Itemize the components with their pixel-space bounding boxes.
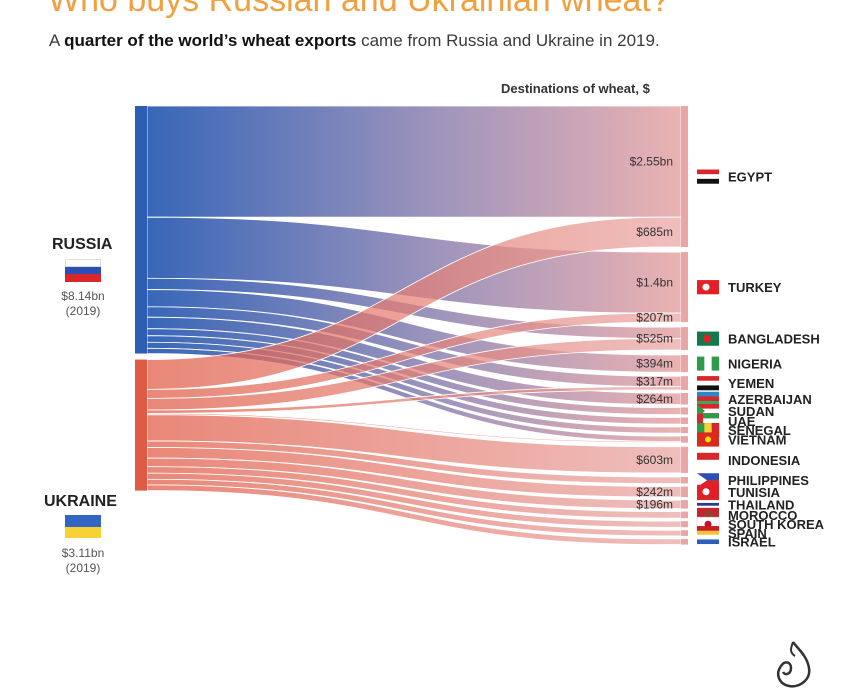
destination-label-indonesia: INDONESIA: [728, 453, 801, 468]
destination-node-egypt: [681, 106, 688, 248]
destination-node-senegal: [681, 427, 688, 434]
flow-link-ukraine-south-korea: [146, 472, 682, 528]
flag-senegal-icon: [697, 423, 720, 438]
destination-label-israel: ISRAEL: [728, 535, 776, 550]
source-node-ukraine: [135, 359, 147, 491]
flow-value-label: $317m: [636, 374, 673, 388]
destination-label-turkey: TURKEY: [728, 280, 782, 295]
flag-tunisia-icon: [697, 484, 719, 499]
sankey-links: [146, 105, 682, 545]
destination-node-morocco: [681, 511, 688, 519]
flow-link-russia-egypt: [146, 105, 682, 218]
subtitle-prefix: A: [49, 31, 60, 50]
destination-label-south-korea: SOUTH KOREA: [728, 517, 825, 532]
destination-label-morocco: MOROCCO: [728, 508, 797, 523]
chart-subtitle: A quarter of the world’s wheat exports c…: [49, 31, 660, 51]
destination-label-nigeria: NIGERIA: [728, 357, 783, 372]
subtitle-suffix: came from Russia and Ukraine in 2019.: [361, 31, 660, 50]
destination-label-thailand: THAILAND: [728, 497, 794, 512]
destination-node-south-korea: [681, 521, 688, 528]
flow-link-ukraine-yemen: [146, 386, 682, 414]
destination-label-yemen: YEMEN: [728, 376, 774, 391]
flow-value-label: $2.55bn: [630, 155, 673, 169]
flag-azerbaijan-icon: [697, 391, 719, 406]
destination-node-indonesia: [681, 446, 688, 473]
flag-yemen-icon: [697, 376, 719, 391]
flow-value-label: $207m: [636, 311, 673, 325]
destination-node-tunisia: [681, 486, 688, 498]
broadcaster-logo-icon: [777, 641, 811, 688]
destination-node-sudan: [681, 407, 688, 415]
source-year-ukraine: (2019): [65, 561, 101, 575]
flow-link-ukraine-thailand: [146, 457, 682, 509]
destination-label-philippines: PHILIPPINES: [728, 473, 809, 488]
destination-label-spain: SPAIN: [728, 526, 767, 541]
destination-label-egypt: EGYPT: [728, 170, 772, 185]
flow-link-ukraine-israel: [146, 484, 682, 545]
destination-node-nigeria: [681, 355, 688, 373]
flag-bangladesh-icon: [697, 331, 719, 346]
source-label-ukraine: UKRAINE: [44, 493, 117, 510]
sankey-labels: $2.55bn $685m $1.4bn $207m $525m $394m $317m $2…: [630, 155, 825, 550]
destination-label-bangladesh: BANGLADESH: [728, 332, 820, 347]
subtitle-bold: quarter of the world’s wheat exports: [64, 31, 357, 50]
russia-flag-stripe-red: [65, 274, 101, 282]
flag-vietnam-icon: [697, 432, 719, 447]
ukraine-flag-icon: [65, 515, 101, 538]
flow-value-label: $394m: [636, 357, 673, 371]
flow-value-label: $603m: [636, 453, 673, 467]
chart-title: Who buys Russian and Ukrainian wheat?: [48, 0, 670, 19]
source-value-ukraine: $3.11bn: [61, 546, 105, 560]
flag-philippines-icon: [697, 473, 719, 488]
flag-israel-icon: [697, 534, 719, 549]
destination-node-turkey: [681, 252, 688, 323]
flow-value-label: $685m: [636, 225, 673, 239]
destination-label-senegal: SENEGAL: [728, 423, 791, 438]
flag-nigeria-icon: [697, 356, 720, 371]
flow-link-ukraine-spain: [146, 478, 682, 537]
destination-node-azerbaijan: [681, 393, 688, 405]
flag-egypt-icon: [697, 169, 719, 184]
destinations-header: Destinations of wheat, $: [501, 81, 650, 96]
source-year-russia: (2019): [65, 304, 101, 318]
flow-value-label: $196m: [636, 497, 673, 511]
destination-label-azerbaijan: AZERBAIJAN: [728, 392, 812, 407]
flag-turkey-icon: [697, 280, 719, 295]
flow-value-label: $525m: [636, 332, 673, 346]
flow-link-ukraine-morocco: [146, 466, 682, 519]
destination-node-israel: [681, 538, 688, 545]
destination-node-thailand: [681, 500, 688, 509]
ukraine-flag-stripe-yellow: [65, 526, 101, 538]
ukraine-flag-stripe-blue: [65, 515, 101, 527]
flag-indonesia-icon: [697, 452, 719, 468]
source-value-russia: $8.14bn: [61, 289, 105, 303]
destination-node-vietnam: [681, 436, 688, 443]
destination-label-vietnam: VIETNAM: [728, 432, 787, 447]
destination-node-yemen: [681, 376, 688, 391]
destination-node-uae: [681, 417, 688, 425]
flow-value-label: $264m: [636, 392, 673, 406]
source-label-russia: RUSSIA: [52, 236, 113, 253]
sankey-nodes: [135, 106, 688, 545]
russia-flag-icon: [65, 259, 101, 282]
destination-node-bangladesh: [681, 327, 688, 351]
destination-label-sudan: SUDAN: [728, 404, 774, 419]
destination-label-uae: UAE: [728, 414, 756, 429]
destination-label-tunisia: TUNISIA: [728, 485, 781, 500]
source-node-russia: [135, 106, 147, 354]
flow-value-label: $242m: [636, 485, 673, 499]
russia-flag-stripe-white: [65, 259, 101, 267]
russia-flag-stripe-blue: [65, 266, 101, 275]
destination-node-spain: [681, 530, 688, 536]
destination-node-philippines: [681, 476, 688, 484]
flow-value-label: $1.4bn: [636, 276, 673, 290]
